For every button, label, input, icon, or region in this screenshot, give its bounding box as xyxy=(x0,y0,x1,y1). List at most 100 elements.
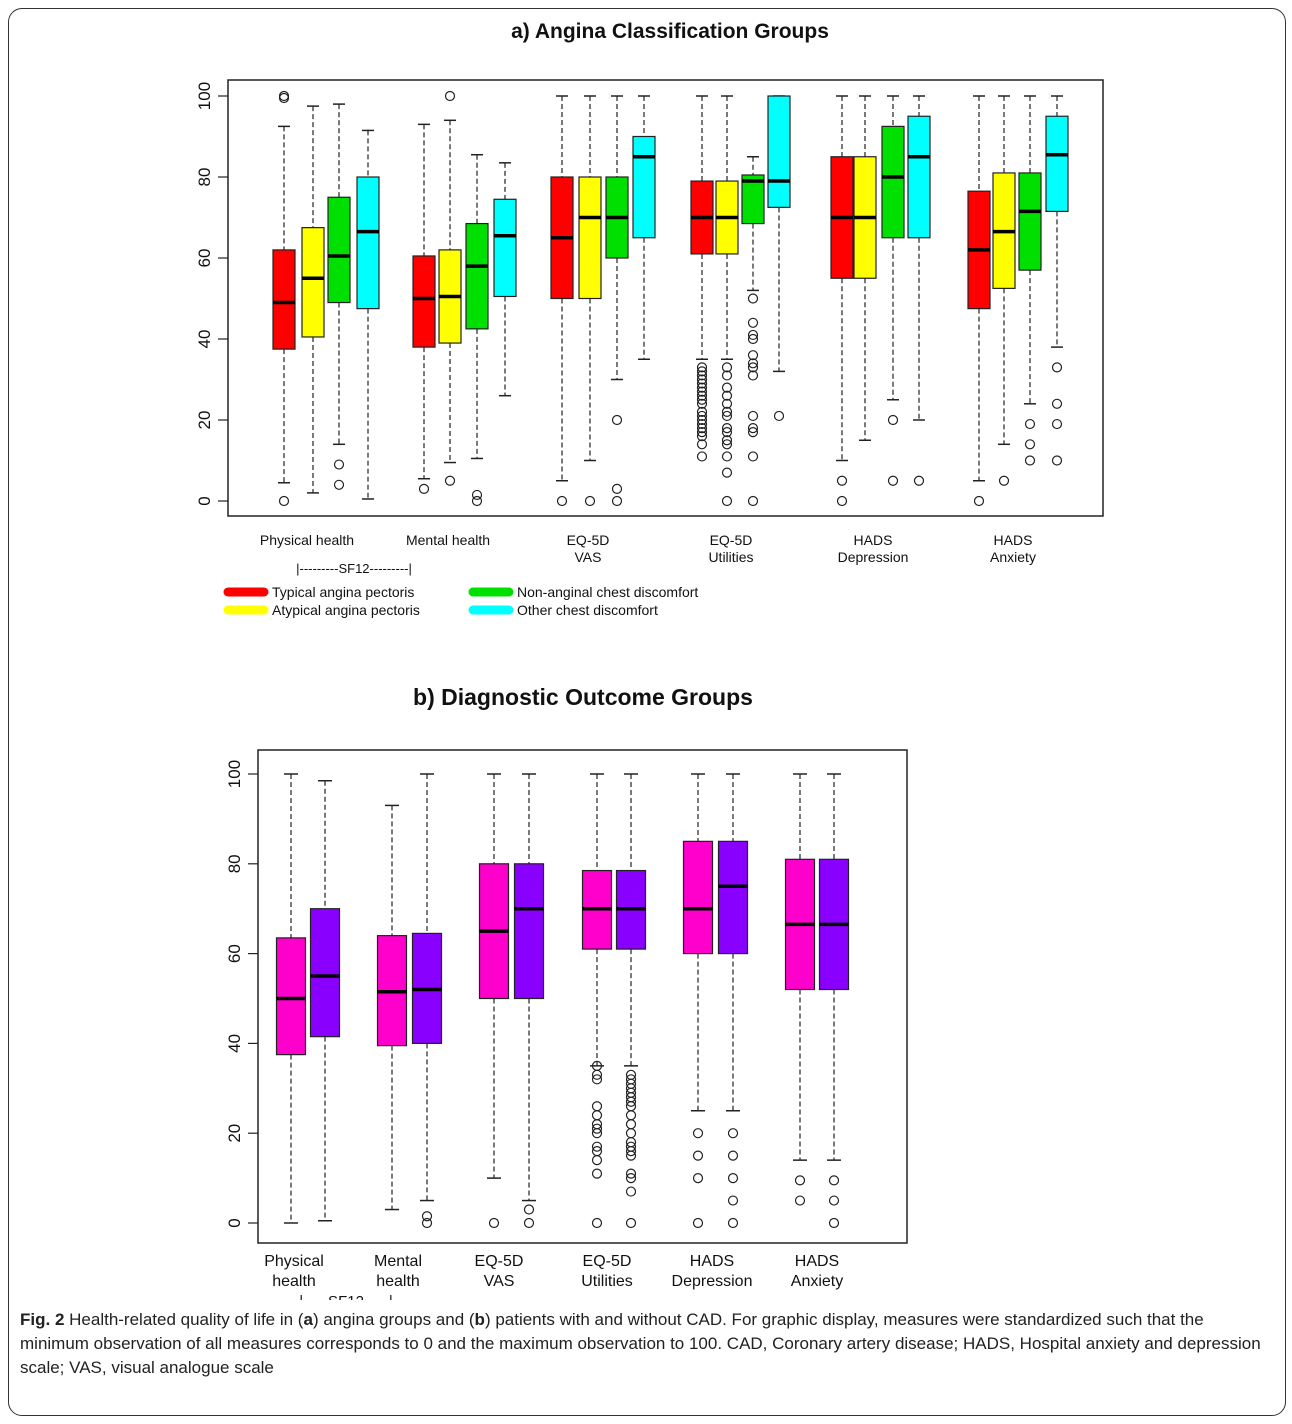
panel-a-outlier-point xyxy=(836,495,848,507)
panel-a-outlier-point xyxy=(696,366,708,377)
panel-a-outlier-point xyxy=(747,410,759,422)
panel-b-x-category-label: EQ-5D xyxy=(583,1253,632,1270)
panel-a-box xyxy=(881,125,905,239)
panel-a-outlier-point xyxy=(696,378,708,389)
panel-a-x-category-label: Physical health xyxy=(260,532,354,548)
panel-a-outlier-point xyxy=(418,483,430,494)
panel-a-outlier-point xyxy=(1024,455,1036,466)
panel-a-x-category-label: Anxiety xyxy=(990,549,1036,565)
panel-a-box xyxy=(272,249,296,350)
panel-a-outlier-point xyxy=(747,350,759,361)
panel-b-box xyxy=(717,840,749,955)
figure-canvas: a) Angina Classification Groups 0 20 40 60 80… xyxy=(195,20,1104,1300)
panel-b-y-tick-label: 100 xyxy=(225,760,244,788)
panel-b-outlier-point xyxy=(591,1074,603,1085)
panel-a-x-category-label: Utilities xyxy=(708,549,753,565)
panel-a-box xyxy=(1018,172,1042,271)
panel-b-outlier-point xyxy=(625,1119,637,1130)
panel-b-outlier-point xyxy=(488,1217,500,1229)
panel-a-outlier-point xyxy=(747,317,759,328)
panel-a-outlier-point xyxy=(747,362,759,373)
panel-a-title: a) Angina Classification Groups xyxy=(511,20,829,43)
panel-a-outlier-point xyxy=(721,390,733,401)
panel-a-outlier-point xyxy=(747,370,759,381)
panel-a-outlier-point xyxy=(973,495,985,507)
caption-panel-b: b xyxy=(474,1310,485,1329)
panel-b-outlier-point xyxy=(591,1168,603,1179)
panel-b-y-tick-label: 40 xyxy=(225,1034,244,1053)
panel-b-x-category-label: Depression xyxy=(672,1273,753,1290)
panel-b-outlier-point xyxy=(625,1217,637,1229)
panel-b-x-category-label: Physical xyxy=(264,1253,324,1270)
panel-a-outlier-point xyxy=(721,423,733,434)
panel-b-outlier-point xyxy=(591,1123,603,1134)
panel-a-outlier-point xyxy=(1024,418,1036,430)
panel-a-legend-label: Atypical angina pectoris xyxy=(272,602,420,618)
panel-a-outlier-point xyxy=(333,479,345,490)
panel-a-outlier-point xyxy=(721,467,733,478)
panel-a-outlier-point xyxy=(1024,439,1036,450)
panel-b-plot-border xyxy=(257,749,908,1244)
panel-b-outlier-point xyxy=(692,1128,704,1139)
panel-b-outlier-point xyxy=(727,1128,739,1139)
panel-b-outlier-point xyxy=(625,1141,637,1152)
panel-a-legend-label: Typical angina pectoris xyxy=(272,584,414,600)
panel-a-x-category-label: Mental health xyxy=(406,532,490,548)
caption-fig-label: Fig. 2 xyxy=(20,1310,65,1329)
panel-b-y-tick-label: 20 xyxy=(225,1124,244,1143)
panel-a-outlier-point xyxy=(696,439,708,450)
panel-a-outlier-point xyxy=(471,489,483,501)
panel-a-y-tick-label: 0 xyxy=(195,496,214,505)
panel-a-outlier-point xyxy=(747,358,759,369)
panel-b-outlier-point xyxy=(591,1101,603,1112)
panel-a-x-category-label: HADS xyxy=(994,532,1033,548)
panel-a-outlier-point xyxy=(1051,398,1063,409)
panel-b-outlier-point xyxy=(727,1217,739,1229)
panel-a-outlier-point xyxy=(721,362,733,373)
panel-a-outlier-point xyxy=(721,427,733,438)
panel-b-outlier-point xyxy=(591,1060,603,1071)
panel-b-outlier-point xyxy=(625,1069,637,1080)
panel-a-outlier-point xyxy=(747,329,759,341)
panel-a-y-tick-label: 100 xyxy=(195,82,214,110)
panel-b-outlier-point xyxy=(794,1195,806,1206)
panel-a-outlier-point xyxy=(696,382,708,393)
panel-a-outlier-point xyxy=(721,370,733,381)
panel-a-box xyxy=(767,95,791,208)
panel-b-outlier-point xyxy=(625,1128,637,1139)
panel-a-outlier-point xyxy=(584,495,596,507)
panel-b-x-category-label: HADS xyxy=(795,1253,839,1270)
panel-a-outlier-point xyxy=(747,423,759,434)
panel-a-outlier-point xyxy=(444,475,456,486)
panel-b-outlier-point xyxy=(523,1204,535,1215)
panel-a-plot-border xyxy=(227,79,1104,517)
panel-a-outlier-point xyxy=(747,333,759,345)
panel-a-outlier-point xyxy=(721,495,733,507)
panel-a-legend-label: Other chest discomfort xyxy=(517,602,658,618)
panel-b-y-tick-label: 80 xyxy=(225,854,244,873)
panel-b-y-tick-label: 0 xyxy=(225,1218,244,1227)
panel-a-outlier-point xyxy=(773,410,785,422)
panel-a-x-category-label: EQ-5D xyxy=(710,532,753,548)
panel-a-outlier-point xyxy=(611,414,623,426)
panel-b-outlier-point xyxy=(625,1110,637,1121)
panel-a-outlier-point xyxy=(696,414,708,426)
panel-b-x-category-label: VAS xyxy=(484,1273,515,1290)
panel-a-box xyxy=(327,196,351,304)
panel-a-sf12-bracket-label: |---------SF12---------| xyxy=(296,561,412,576)
panel-b-outlier-point xyxy=(727,1195,739,1206)
panel-b-outlier-point xyxy=(828,1217,840,1229)
panel-a-outlier-point xyxy=(333,459,345,470)
panel-b-outlier-point xyxy=(591,1155,603,1166)
panel-a-outlier-point xyxy=(611,483,623,494)
panel-b-outlier-point xyxy=(692,1150,704,1161)
panel-a-box xyxy=(907,115,931,239)
panel-b-outlier-point xyxy=(421,1217,433,1229)
panel-b-outlier-point xyxy=(727,1172,739,1184)
panel-a-outlier-point xyxy=(696,451,708,462)
panel-a-outlier-point xyxy=(696,431,708,442)
panel-a-outlier-point xyxy=(747,293,759,304)
panel-a-box xyxy=(301,227,325,338)
panel-b-x-category-label: health xyxy=(376,1273,420,1290)
panel-a-outlier-point xyxy=(696,398,708,409)
